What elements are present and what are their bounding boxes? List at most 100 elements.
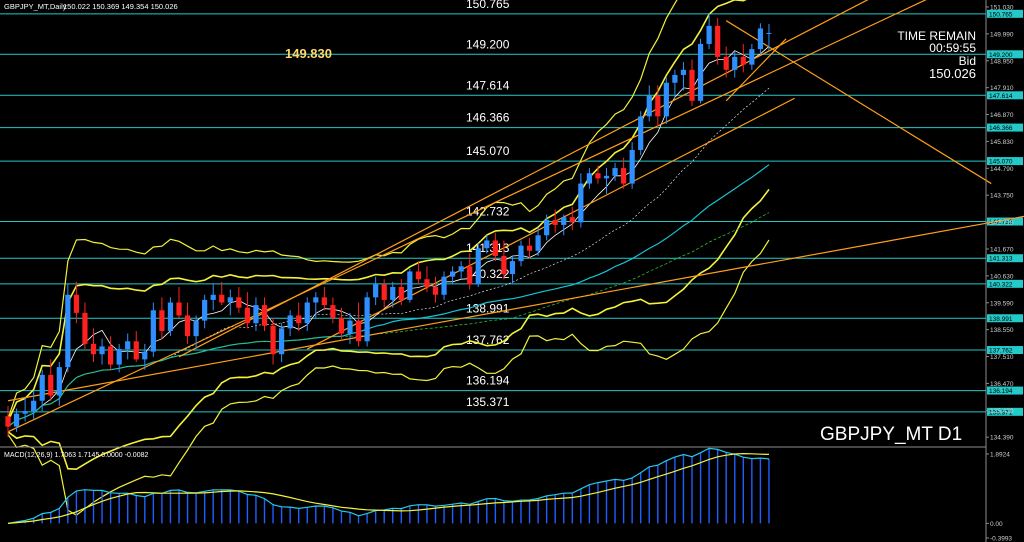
candle-body xyxy=(261,305,268,326)
level-price-tag xyxy=(987,279,1023,288)
candle-body xyxy=(219,294,225,303)
candle-body xyxy=(561,217,567,225)
candle-body xyxy=(407,271,413,300)
candle-body xyxy=(732,56,738,70)
candle-body xyxy=(441,276,447,295)
candle-body xyxy=(82,312,88,344)
highlight-price: 149.830 xyxy=(285,46,332,61)
candle-body xyxy=(184,315,191,337)
candle-body xyxy=(595,173,601,179)
candle-body xyxy=(193,320,199,337)
bollinger-upper-2 xyxy=(7,0,747,422)
price-scale-label: 148.950 xyxy=(990,58,1014,65)
candle-body xyxy=(689,69,695,101)
candle-body xyxy=(330,305,336,319)
candle-body xyxy=(373,284,379,298)
candle-body xyxy=(381,284,387,300)
level-price-tag-label: 149.200 xyxy=(989,52,1013,59)
candle-body xyxy=(715,25,721,57)
header-ohlc: 150.022 150.369 149.354 150.026 xyxy=(63,2,178,11)
candle-body xyxy=(544,219,550,236)
level-price-tag xyxy=(987,407,1023,416)
candle-body xyxy=(347,320,353,334)
price-scale-label: 137.510 xyxy=(990,354,1014,361)
candle-body xyxy=(526,245,533,251)
candle-body xyxy=(176,302,182,316)
price-scale-label: 141.670 xyxy=(990,246,1014,253)
ma-long xyxy=(7,212,770,427)
level-price-tag xyxy=(987,346,1023,355)
candle-body xyxy=(244,307,250,324)
level-label: 135.371 xyxy=(466,395,510,409)
level-price-tag-label: 141.313 xyxy=(989,256,1013,263)
level-label: 142.732 xyxy=(466,205,510,219)
price-scale-label: 149.990 xyxy=(990,31,1014,38)
candle-body xyxy=(603,175,610,179)
candle-body xyxy=(355,320,362,342)
level-price-tag-label: 150.765 xyxy=(989,11,1013,18)
trendline xyxy=(7,215,1024,402)
candle-body xyxy=(159,310,165,331)
candle-body xyxy=(629,149,635,184)
ma-fast xyxy=(7,46,770,427)
price-scale-label: 134.390 xyxy=(990,435,1014,442)
bollinger-lower-2 xyxy=(7,188,770,471)
candle-body xyxy=(125,341,131,350)
level-label: 150.765 xyxy=(466,0,510,11)
candle-body xyxy=(467,266,473,285)
candle-body xyxy=(663,82,669,117)
candles xyxy=(5,12,772,437)
candle-body xyxy=(475,248,481,285)
candle-body xyxy=(432,286,439,295)
candle-body xyxy=(501,255,507,275)
macd-scale-label: 0.00 xyxy=(990,521,1003,528)
candle-body xyxy=(99,346,105,355)
level-price-tag xyxy=(987,157,1023,166)
time-remain-label: TIME REMAIN xyxy=(897,29,976,43)
level-price-tag xyxy=(987,91,1023,100)
candle-body xyxy=(133,341,139,360)
symbol-watermark: GBPJPY_MT D1 xyxy=(820,424,962,445)
candle-body xyxy=(586,173,592,184)
candle-body xyxy=(270,325,276,355)
level-price-tag-label: 135.371 xyxy=(989,409,1013,416)
level-labels: 150.765 149.200 147.614 146.366 145.070 142.7… xyxy=(466,0,510,409)
indicator-overlays xyxy=(7,0,1024,516)
level-label: 136.194 xyxy=(466,374,510,388)
candle-body xyxy=(638,116,644,150)
candle-body xyxy=(279,328,285,355)
candle-body xyxy=(236,297,242,308)
bid-label: Bid xyxy=(959,54,976,68)
candle-body xyxy=(723,56,729,70)
trendline xyxy=(178,0,869,358)
candle-body xyxy=(287,315,293,329)
macd-title: MACD(12,26,9) 1.7063 1.7145 0.0000 -0.00… xyxy=(4,452,148,459)
candle-body xyxy=(569,217,575,223)
candle-body xyxy=(766,32,772,34)
candle-body xyxy=(509,261,516,275)
candle-body xyxy=(13,413,20,427)
candle-body xyxy=(321,297,327,306)
ma-mid xyxy=(7,87,770,427)
level-price-tag-label: 138.991 xyxy=(989,316,1013,323)
candle-body xyxy=(518,245,524,262)
price-scale-label: 143.750 xyxy=(990,193,1014,200)
candle-body xyxy=(150,310,156,352)
candle-body xyxy=(31,400,37,412)
candle-body xyxy=(450,271,456,277)
bollinger-lower-3 xyxy=(7,239,770,516)
level-price-tag xyxy=(987,386,1023,395)
macd-scale-label: 1.8924 xyxy=(990,452,1010,459)
level-price-tag xyxy=(987,254,1023,263)
price-scale-label: 151.030 xyxy=(990,4,1014,11)
candle-body xyxy=(227,297,233,303)
candle-body xyxy=(749,49,755,65)
candle-body xyxy=(296,315,302,324)
candle-body xyxy=(5,416,11,427)
price-scale-label: 136.470 xyxy=(990,381,1014,388)
candle-body xyxy=(398,286,404,300)
candle-body xyxy=(167,302,174,331)
bollinger-upper-3 xyxy=(7,0,678,420)
